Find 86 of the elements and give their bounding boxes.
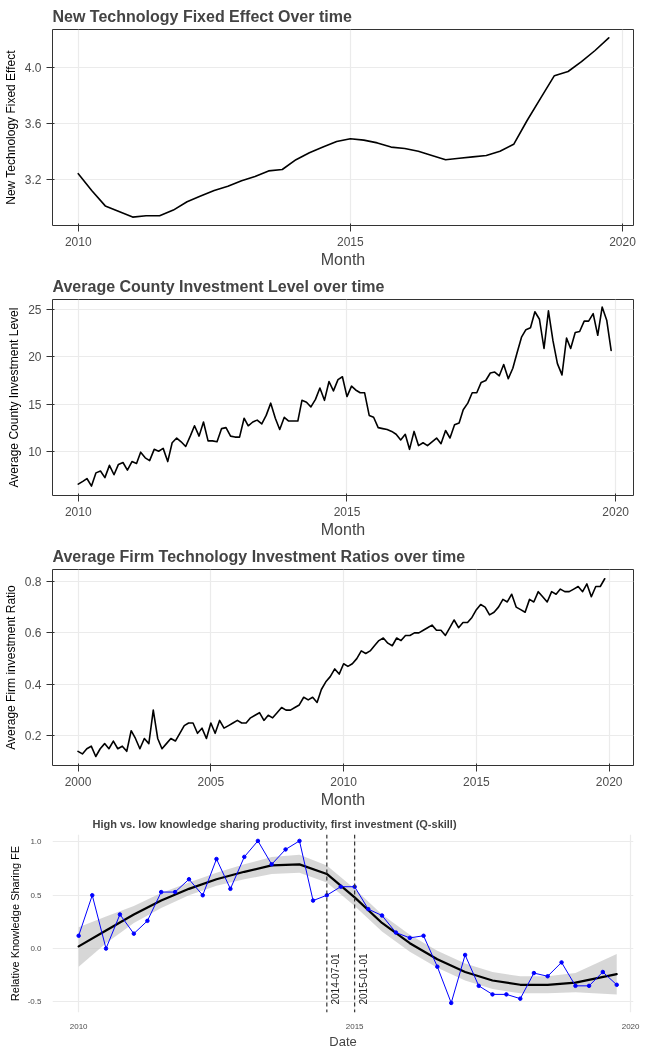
y-tick-label: 0.2 <box>24 729 42 744</box>
x-axis-title: Month <box>320 250 366 268</box>
point <box>117 912 123 917</box>
y-tick-label: 3.6 <box>24 116 42 131</box>
ref-line-label: 2015-01-01 <box>357 952 369 1005</box>
point <box>476 983 481 989</box>
x-tick-label: 2000 <box>64 774 92 789</box>
point <box>90 893 95 898</box>
y-axis-title: New Technology Fixed Effect <box>3 49 18 205</box>
point <box>76 933 81 938</box>
point <box>407 935 413 941</box>
point <box>448 1000 454 1006</box>
point <box>214 856 219 862</box>
point <box>255 838 261 844</box>
point <box>228 886 233 892</box>
y-tick-label: 0.0 <box>30 944 43 954</box>
point <box>310 898 316 903</box>
chart-title: New Technology Fixed Effect Over time <box>52 7 352 25</box>
point <box>131 931 137 936</box>
point <box>462 952 468 958</box>
point <box>531 970 537 976</box>
point <box>421 933 426 938</box>
y-tick-label: 0.5 <box>30 890 43 900</box>
x-tick-label: 2015 <box>333 504 361 519</box>
y-axis-title: Relative Knowledge Sharing FE <box>8 845 21 1002</box>
y-tick-label: 20 <box>28 350 42 365</box>
y-tick-label: 0.8 <box>24 574 42 589</box>
chart-title: Average Firm Technology Investment Ratios over time <box>52 547 466 565</box>
point <box>186 877 192 882</box>
x-tick-label: 2020 <box>602 504 630 519</box>
y-tick-label: -0.5 <box>27 997 43 1007</box>
y-tick-label: 4.0 <box>24 60 42 75</box>
point <box>365 906 371 912</box>
x-tick-label: 2010 <box>69 1021 89 1031</box>
point <box>393 930 399 935</box>
point <box>242 854 247 860</box>
x-axis-title: Month <box>320 790 366 808</box>
line-series <box>77 577 606 758</box>
point <box>586 983 592 989</box>
line-series <box>77 306 612 487</box>
x-tick-label: 2020 <box>609 234 637 249</box>
point <box>145 918 150 924</box>
point <box>614 982 619 988</box>
point <box>269 862 274 867</box>
point <box>324 893 330 898</box>
y-tick-label: 1.0 <box>30 837 43 847</box>
point <box>379 913 385 918</box>
point <box>297 838 302 844</box>
ref-line-label: 2014-07-01 <box>329 952 341 1005</box>
y-axis-title: Average County Investment Level <box>7 307 22 488</box>
point <box>435 964 440 969</box>
point <box>283 847 288 852</box>
point <box>573 983 578 989</box>
x-tick-label: 2010 <box>64 234 92 249</box>
x-tick-label: 2020 <box>621 1021 641 1031</box>
point <box>559 960 564 965</box>
x-tick-label: 2020 <box>595 774 623 789</box>
x-axis-title: Date <box>329 1033 357 1049</box>
point <box>352 884 357 889</box>
line-series <box>77 37 610 218</box>
point <box>545 974 550 979</box>
y-tick-label: 25 <box>28 303 42 318</box>
y-tick-label: 3.2 <box>24 172 42 187</box>
point <box>200 893 205 898</box>
chart-title: Average County Investment Level over time <box>52 277 385 295</box>
point <box>338 884 343 889</box>
point <box>518 996 523 1001</box>
x-axis-title: Month <box>320 520 366 538</box>
y-tick-label: 0.4 <box>24 677 42 692</box>
point <box>600 969 606 975</box>
y-tick-label: 0.6 <box>24 626 42 641</box>
x-tick-label: 2005 <box>197 774 225 789</box>
x-tick-label: 2015 <box>463 774 491 789</box>
point <box>158 889 164 895</box>
y-axis-title: Average Firm investment Ratio <box>3 584 18 750</box>
x-tick-label: 2015 <box>345 1021 365 1031</box>
y-tick-label: 15 <box>28 397 42 412</box>
x-tick-label: 2015 <box>337 234 365 249</box>
point <box>103 946 109 951</box>
point <box>504 992 509 997</box>
point <box>172 889 178 895</box>
y-tick-label: 10 <box>28 444 42 459</box>
x-tick-label: 2010 <box>330 774 358 789</box>
point <box>490 992 495 997</box>
x-tick-label: 2010 <box>64 504 92 519</box>
chart-title: High vs. low knowledge sharing productivity, first investment (Q-skill) <box>92 817 457 830</box>
